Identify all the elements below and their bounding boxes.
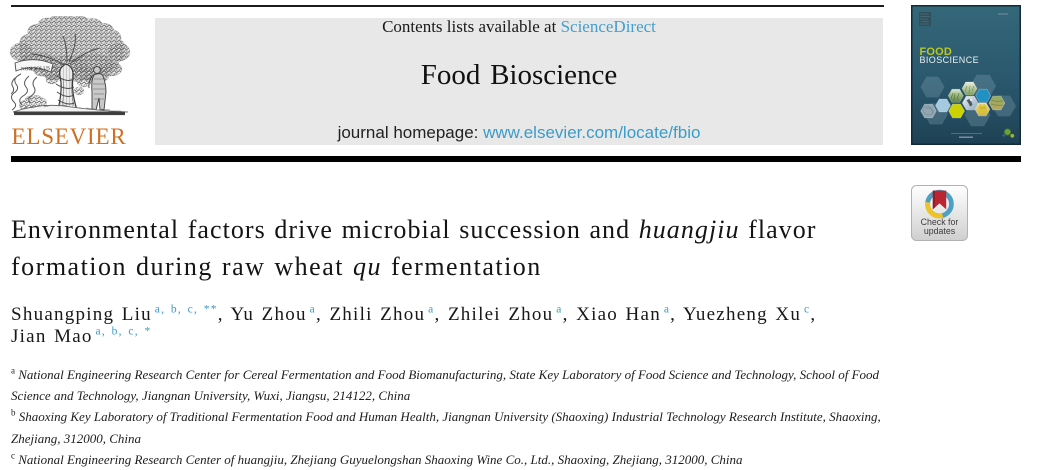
- svg-text:updates: updates: [924, 226, 956, 236]
- svg-text:FOOD: FOOD: [920, 46, 953, 58]
- svg-text:NON SOLUS: NON SOLUS: [21, 65, 50, 72]
- svg-text:BIOSCIENCE: BIOSCIENCE: [920, 55, 980, 65]
- svg-text:Check for: Check for: [921, 217, 959, 227]
